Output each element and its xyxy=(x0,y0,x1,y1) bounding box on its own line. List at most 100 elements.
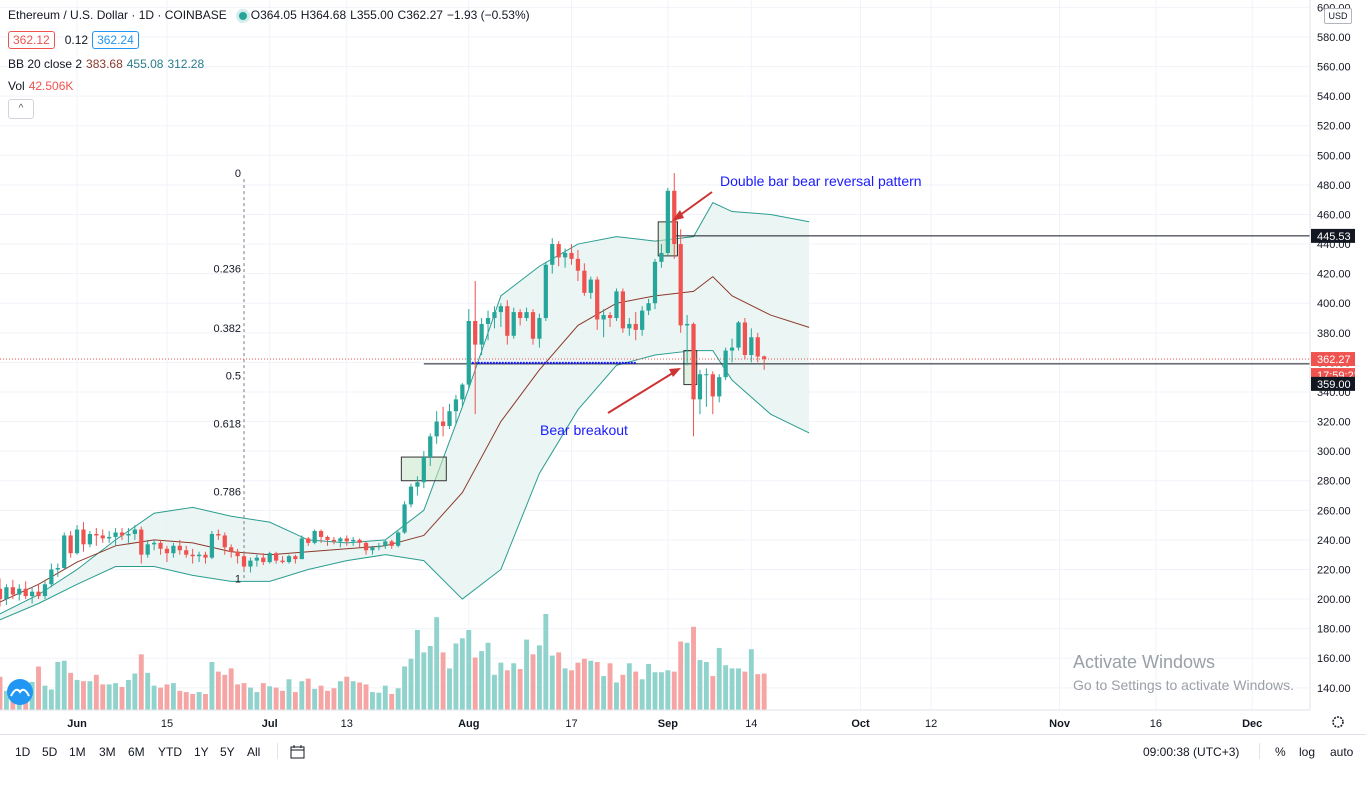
range-all-button[interactable]: All xyxy=(247,745,261,759)
volume-bar xyxy=(280,690,285,710)
candle-body xyxy=(229,547,234,552)
buy-price-button[interactable]: 362.24 xyxy=(92,31,139,49)
candle-body xyxy=(216,533,221,536)
price-tick-label: 460.00 xyxy=(1317,209,1351,221)
volume-bar xyxy=(248,687,253,710)
volume-legend[interactable]: Vol 42.506K xyxy=(8,79,77,93)
chart-canvas[interactable]: 0 0.236 0.382 0.5 0.618 0.786 1 Double bar bear… xyxy=(0,0,1366,734)
volume-bar xyxy=(723,665,729,710)
range-1d-button[interactable]: 1D xyxy=(15,745,31,759)
volume-bar xyxy=(273,687,279,710)
volume-bar xyxy=(196,692,202,710)
candle-body xyxy=(351,539,356,542)
volume-bar xyxy=(292,692,298,710)
bb-lower-value: 312.28 xyxy=(167,57,205,71)
price-tick-label: 520.00 xyxy=(1317,121,1351,133)
volume-bar xyxy=(691,626,696,710)
candle-body xyxy=(415,482,420,487)
candle-body xyxy=(100,535,105,539)
candle-body xyxy=(440,421,446,426)
clock-display[interactable]: 09:00:38 (UTC+3) xyxy=(1143,745,1240,759)
time-tick-label: Oct xyxy=(851,718,870,730)
candle-body xyxy=(94,533,99,536)
price-tick-label: 400.00 xyxy=(1317,298,1351,310)
candle-body xyxy=(325,536,330,540)
candle-body xyxy=(485,318,491,324)
time-tick-label: Nov xyxy=(1049,718,1071,730)
time-tick-label: 12 xyxy=(925,718,937,730)
range-1y-button[interactable]: 1Y xyxy=(194,745,209,759)
range-ytd-button[interactable]: YTD xyxy=(158,745,182,759)
arrowhead-breakout xyxy=(669,368,681,377)
candle-body xyxy=(762,356,767,360)
candle-body xyxy=(331,539,337,542)
volume-bar xyxy=(106,684,112,710)
volume-bar xyxy=(145,672,151,710)
volume-bar xyxy=(402,666,407,710)
volume-bar xyxy=(626,663,632,710)
candle-body xyxy=(652,261,658,304)
percent-toggle[interactable]: % xyxy=(1275,745,1286,759)
candle-body xyxy=(537,318,542,339)
candle-body xyxy=(293,556,298,560)
volume-bar xyxy=(440,652,446,710)
bb-legend[interactable]: BB 20 close 2 383.68 455.08 312.28 xyxy=(8,57,208,71)
sell-price-button[interactable]: 362.12 xyxy=(8,31,55,49)
collapse-legend-button[interactable]: ^ xyxy=(8,99,34,119)
volume-bar xyxy=(716,647,722,710)
log-toggle[interactable]: log xyxy=(1299,745,1316,759)
volume-bar xyxy=(312,688,318,710)
volume-bar xyxy=(472,657,478,710)
candle-body xyxy=(710,374,715,397)
watermark-subtitle: Go to Settings to activate Windows. xyxy=(1073,677,1294,693)
price-tick-label: 500.00 xyxy=(1317,150,1351,162)
volume-bar xyxy=(414,630,420,710)
range-3m-button[interactable]: 3M xyxy=(99,745,116,759)
candle-body xyxy=(171,545,176,554)
range-5y-button[interactable]: 5Y xyxy=(220,745,235,759)
candle-body xyxy=(530,312,536,339)
candle-body xyxy=(691,323,696,400)
candle-body xyxy=(614,291,619,319)
price-tick-label: 560.00 xyxy=(1317,62,1351,74)
ohlc-close: C362.27 xyxy=(397,8,443,22)
candle-body xyxy=(447,411,452,426)
time-tick-label: Sep xyxy=(658,718,678,730)
volume-bar xyxy=(530,654,536,710)
symbol-title[interactable]: Ethereum / U.S. Dollar · 1D · COINBASE xyxy=(8,8,227,22)
candle-body xyxy=(49,569,54,585)
volume-bar xyxy=(748,649,754,710)
volume-bar xyxy=(498,662,504,710)
currency-badge[interactable]: USD xyxy=(1324,8,1352,24)
candle-body xyxy=(640,310,645,330)
candle-body xyxy=(511,312,516,336)
spread-value: 0.12 xyxy=(64,33,89,47)
volume-bar xyxy=(594,662,600,710)
support-price-tag: 359.00 xyxy=(1317,379,1351,391)
candle-body xyxy=(145,544,150,555)
candle-body xyxy=(704,374,709,376)
volume-bar xyxy=(395,688,401,710)
volume-bar xyxy=(81,681,86,710)
range-1m-button[interactable]: 1M xyxy=(69,745,86,759)
volume-bar xyxy=(0,676,3,710)
market-status-icon xyxy=(238,11,247,20)
candle-body xyxy=(601,315,606,320)
candle-body xyxy=(550,244,555,265)
auto-toggle[interactable]: auto xyxy=(1330,745,1354,759)
settings-gear-icon[interactable] xyxy=(1332,716,1344,728)
volume-bar xyxy=(100,684,106,710)
candle-body xyxy=(595,279,600,320)
toolbar-divider xyxy=(1259,743,1260,759)
range-6m-button[interactable]: 6M xyxy=(128,745,145,759)
price-tick-label: 580.00 xyxy=(1317,32,1351,44)
volume-bar xyxy=(36,666,41,710)
candle-body xyxy=(10,587,15,595)
calendar-icon[interactable] xyxy=(290,745,305,762)
volume-bar xyxy=(504,670,510,710)
volume-bar xyxy=(427,646,433,710)
volume-bar xyxy=(729,668,735,710)
volume-bar xyxy=(620,674,626,710)
range-5d-button[interactable]: 5D xyxy=(42,745,58,759)
candle-body xyxy=(717,377,722,397)
